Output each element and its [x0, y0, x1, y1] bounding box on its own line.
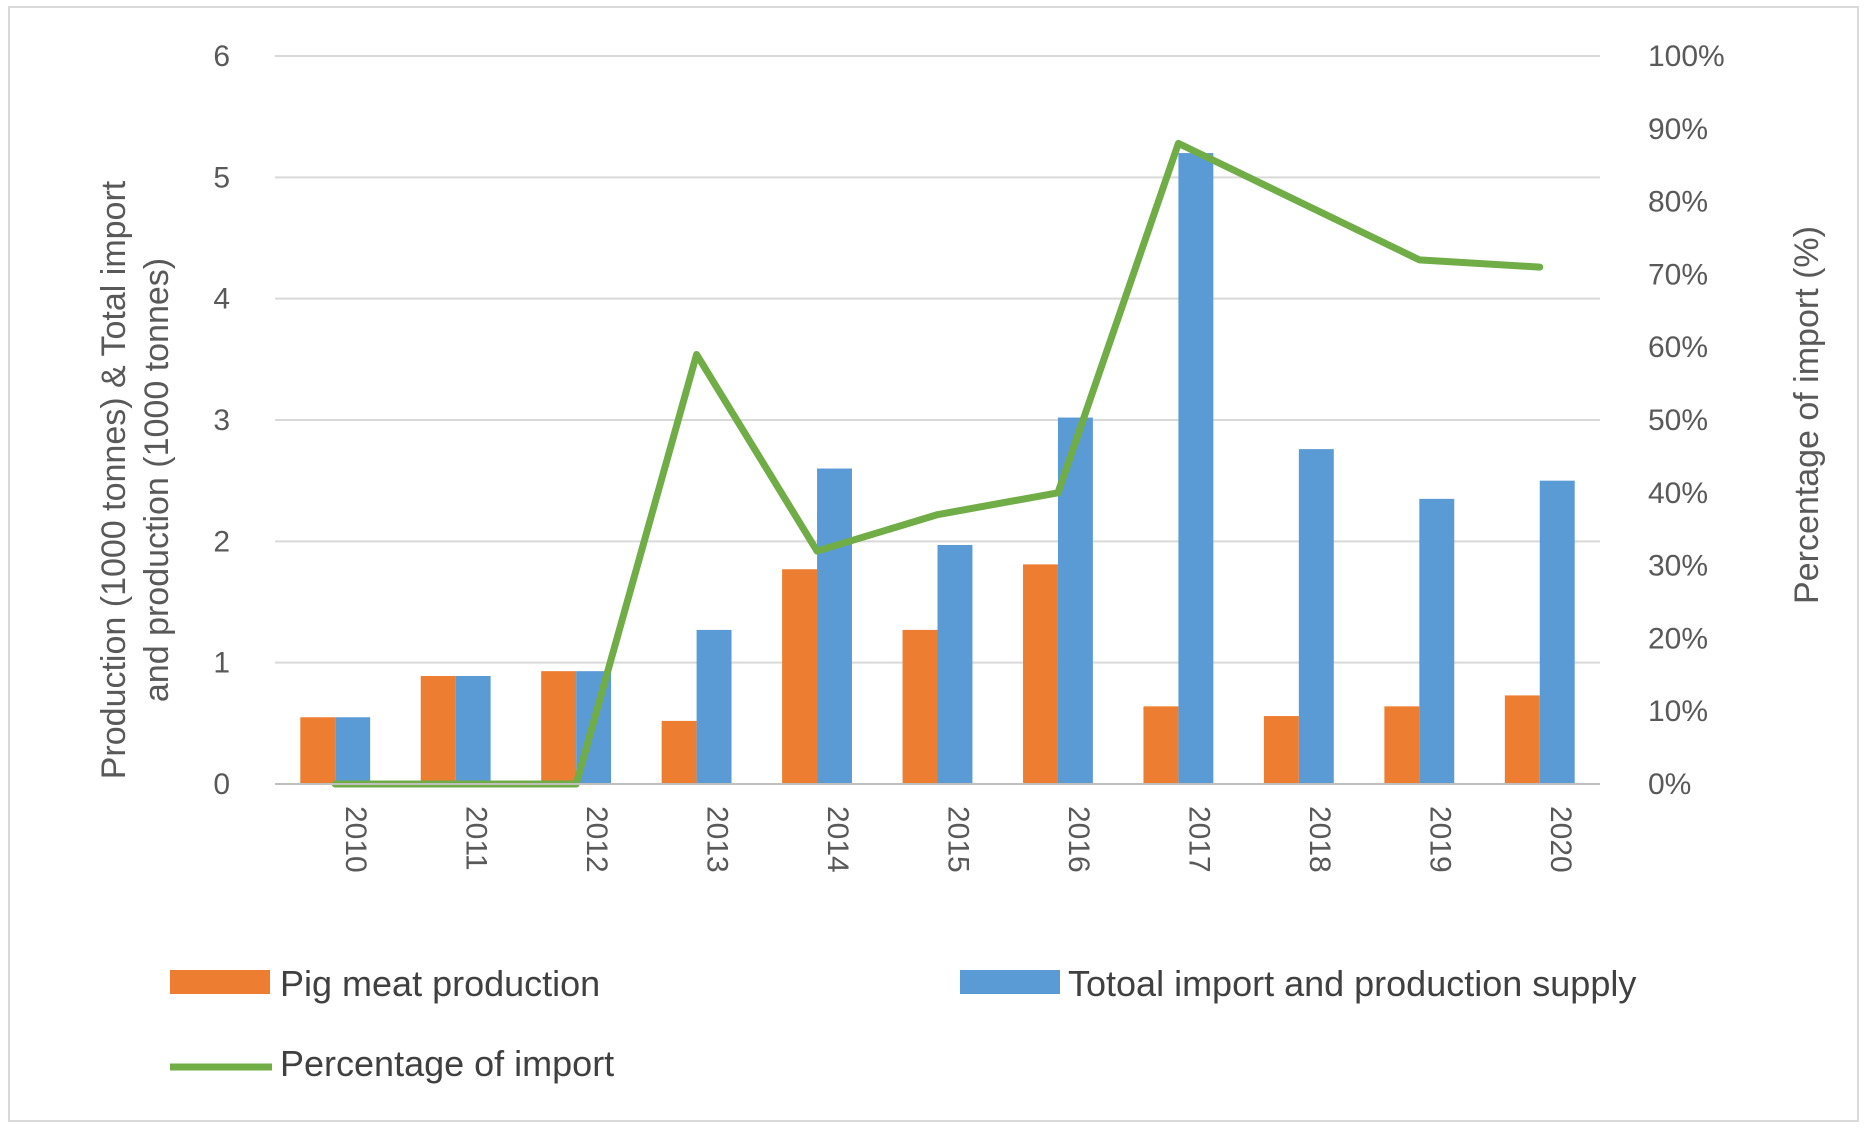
- bar-total-import-and-production-supply: [937, 544, 973, 784]
- bar-total-import-and-production-supply: [1419, 498, 1455, 784]
- legend-swatch-total-import-and-production-supply: [960, 970, 1060, 994]
- y-tick-label: 5: [213, 161, 230, 194]
- x-tick-label: 2016: [1062, 806, 1095, 873]
- y2-tick-label: 0%: [1648, 768, 1691, 801]
- y2-tick-label: 20%: [1648, 622, 1708, 655]
- bar-pig-meat-production: [300, 717, 336, 784]
- y-tick-label: 2: [213, 525, 230, 558]
- x-tick-label: 2020: [1544, 806, 1577, 873]
- y2-tick-label: 50%: [1648, 404, 1708, 437]
- bars: [300, 153, 1575, 785]
- bar-pig-meat-production: [1143, 706, 1179, 784]
- bar-pig-meat-production: [661, 720, 697, 784]
- bar-pig-meat-production: [1384, 706, 1420, 784]
- bar-pig-meat-production: [1263, 716, 1299, 784]
- y-tick-label: 0: [213, 768, 230, 801]
- y-tick-label: 6: [213, 40, 230, 73]
- x-tick-label: 2013: [701, 806, 734, 873]
- y-axis-title-line-1: Production (1000 tonnes) & Total import: [95, 180, 133, 779]
- bar-pig-meat-production: [782, 569, 818, 784]
- y2-tick-label: 30%: [1648, 550, 1708, 583]
- x-tick-label: 2018: [1303, 806, 1336, 873]
- x-tick-label: 2011: [460, 806, 493, 871]
- legend-swatch-pig-meat-production: [170, 970, 270, 994]
- y2-tick-label: 100%: [1648, 40, 1725, 73]
- y2-tick-label: 40%: [1648, 477, 1708, 510]
- bar-pig-meat-production: [420, 676, 456, 784]
- y2-tick-label: 10%: [1648, 695, 1708, 728]
- legend-label-pig-meat-production: Pig meat production: [280, 963, 600, 1004]
- bar-total-import-and-production-supply: [696, 629, 732, 784]
- x-tick-label: 2012: [580, 806, 613, 873]
- y-axis-title-line-2: and production (1000 tonnes): [138, 258, 176, 702]
- y2-tick-label: 60%: [1648, 331, 1708, 364]
- bar-pig-meat-production: [541, 671, 577, 784]
- legend-label-total-import-and-production-supply: Totoal import and production supply: [1068, 963, 1636, 1004]
- y-tick-label: 4: [213, 283, 230, 316]
- bar-total-import-and-production-supply: [1298, 449, 1334, 784]
- bar-total-import-and-production-supply: [1178, 153, 1214, 785]
- y-tick-label: 3: [213, 404, 230, 437]
- x-tick-label: 2015: [942, 806, 975, 873]
- y2-axis-title: Percentage of import (%): [1788, 226, 1826, 604]
- x-tick-label: 2014: [821, 806, 854, 873]
- bar-pig-meat-production: [902, 629, 938, 784]
- y2-tick-label: 90%: [1648, 113, 1708, 146]
- bar-pig-meat-production: [1504, 695, 1540, 784]
- legend: Pig meat production Totoal import and pr…: [170, 963, 1636, 1084]
- y2-tick-label: 80%: [1648, 186, 1708, 219]
- bar-total-import-and-production-supply: [1539, 480, 1575, 784]
- x-tick-label: 2010: [339, 806, 372, 873]
- bar-total-import-and-production-supply: [335, 717, 371, 784]
- x-tick-label: 2017: [1182, 806, 1215, 873]
- bar-total-import-and-production-supply: [817, 468, 852, 784]
- axes: 01234560%10%20%30%40%50%60%70%80%90%100%…: [213, 40, 1724, 873]
- y2-tick-label: 70%: [1648, 258, 1708, 291]
- legend-label-percentage-of-import: Percentage of import: [280, 1043, 614, 1084]
- bar-pig-meat-production: [1023, 564, 1058, 784]
- y-tick-label: 1: [213, 647, 230, 680]
- x-tick-label: 2019: [1423, 806, 1456, 873]
- bar-total-import-and-production-supply: [455, 676, 491, 784]
